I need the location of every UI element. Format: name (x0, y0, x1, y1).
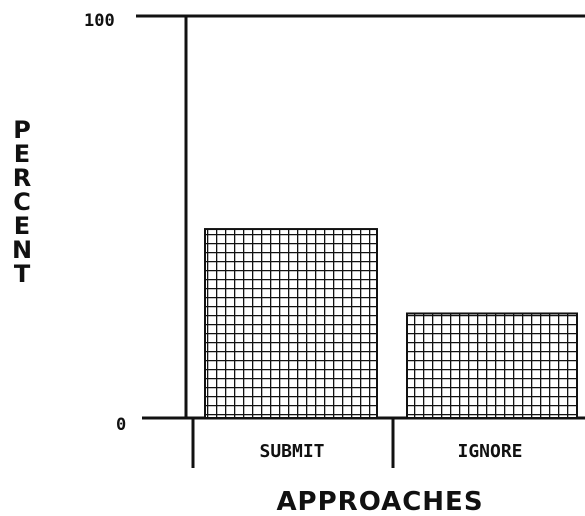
x-axis-title: APPROACHES (276, 487, 483, 516)
x-tick-label-submit: SUBMIT (259, 441, 324, 462)
y-axis-title-letter: P (13, 116, 31, 144)
y-axis-title-letter: T (14, 260, 31, 288)
bar-ignore (406, 312, 578, 420)
bars-group (204, 228, 578, 420)
y-axis-title-letter: E (14, 212, 30, 240)
y-tick-label-max: 100 (84, 11, 115, 31)
y-axis-title-letter: R (13, 164, 31, 192)
y-tick-label-min: 0 (116, 415, 126, 435)
y-axis-title-letter: E (14, 140, 30, 168)
y-axis-title-letter: N (12, 236, 32, 264)
x-tick-label-ignore: IGNORE (457, 441, 522, 462)
bar-submit (204, 228, 378, 419)
y-axis-title-letter: C (13, 188, 31, 216)
